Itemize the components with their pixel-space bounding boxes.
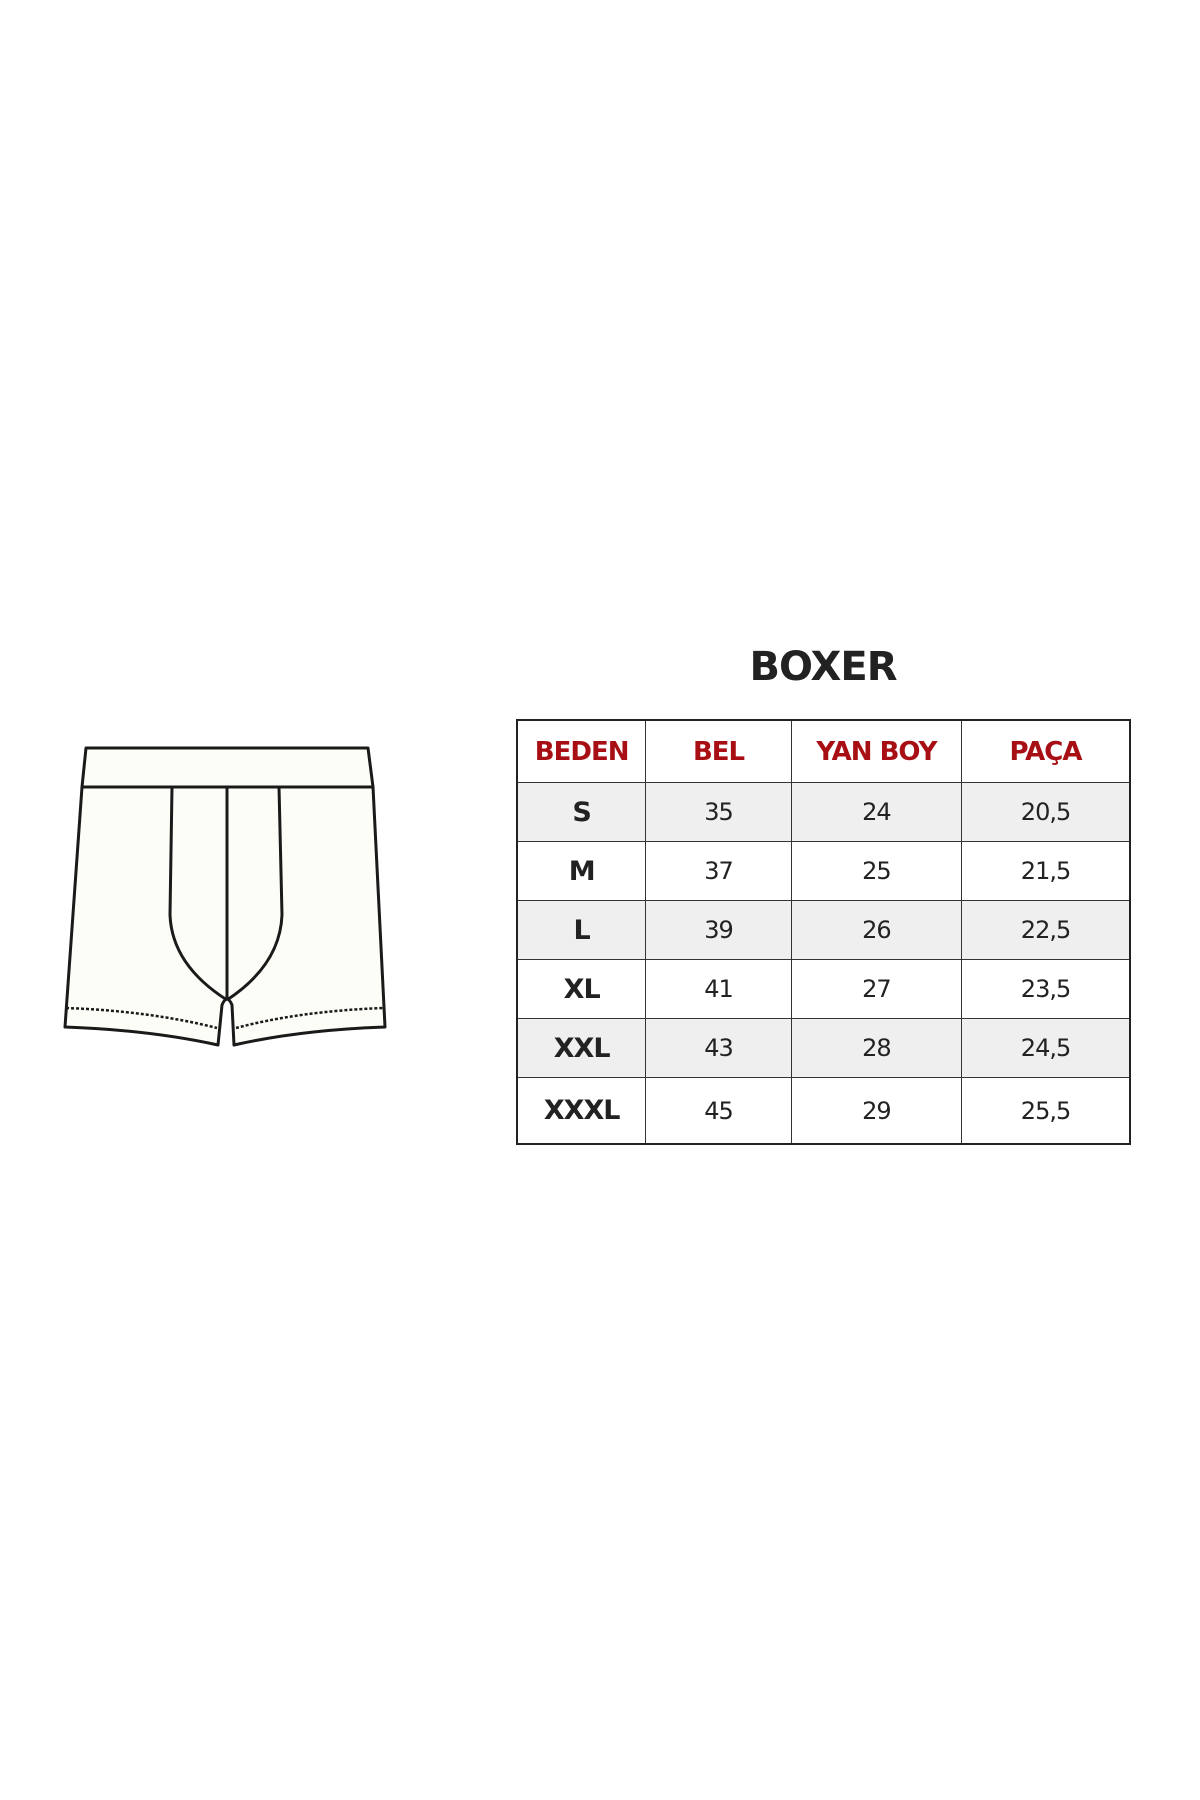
table-row: XXL 43 28 24,5 <box>516 1018 1131 1078</box>
header-beden: BEDEN <box>516 719 647 783</box>
header-yan-boy: YAN BOY <box>790 719 963 783</box>
paca-cell: 25,5 <box>961 1077 1131 1145</box>
table-row: M 37 25 21,5 <box>516 841 1131 901</box>
size-cell: XXXL <box>516 1077 647 1145</box>
size-cell: XXL <box>516 1018 647 1078</box>
pouch-left-seam <box>168 786 228 1002</box>
left-hem-stitching <box>65 1006 218 1030</box>
header-bel: BEL <box>645 719 792 783</box>
paca-cell: 21,5 <box>961 841 1131 901</box>
right-hem-stitching <box>235 1006 385 1030</box>
size-cell: L <box>516 900 647 960</box>
table-row: XXXL 45 29 25,5 <box>516 1077 1131 1145</box>
size-table: BEDEN BEL YAN BOY PAÇA S 35 24 20,5 M 37 25 21… <box>516 719 1131 1145</box>
bel-cell: 37 <box>645 841 792 901</box>
yan-boy-cell: 25 <box>790 841 963 901</box>
table-row: XL 41 27 23,5 <box>516 959 1131 1019</box>
bel-cell: 43 <box>645 1018 792 1078</box>
table-row: S 35 24 20,5 <box>516 782 1131 842</box>
chart-title: BOXER <box>749 644 897 690</box>
boxer-body <box>63 785 387 1047</box>
header-paca: PAÇA <box>961 719 1131 783</box>
size-cell: XL <box>516 959 647 1019</box>
yan-boy-cell: 24 <box>790 782 963 842</box>
bel-cell: 39 <box>645 900 792 960</box>
size-cell: S <box>516 782 647 842</box>
paca-cell: 23,5 <box>961 959 1131 1019</box>
bel-cell: 45 <box>645 1077 792 1145</box>
size-cell: M <box>516 841 647 901</box>
yan-boy-cell: 27 <box>790 959 963 1019</box>
bel-cell: 41 <box>645 959 792 1019</box>
paca-cell: 20,5 <box>961 782 1131 842</box>
yan-boy-cell: 29 <box>790 1077 963 1145</box>
waistband <box>80 746 375 789</box>
paca-cell: 24,5 <box>961 1018 1131 1078</box>
header-row: BEDEN BEL YAN BOY PAÇA <box>516 719 1131 783</box>
paca-cell: 22,5 <box>961 900 1131 960</box>
pouch-right-seam <box>226 786 284 1002</box>
bel-cell: 35 <box>645 782 792 842</box>
yan-boy-cell: 28 <box>790 1018 963 1078</box>
yan-boy-cell: 26 <box>790 900 963 960</box>
table-row: L 39 26 22,5 <box>516 900 1131 960</box>
